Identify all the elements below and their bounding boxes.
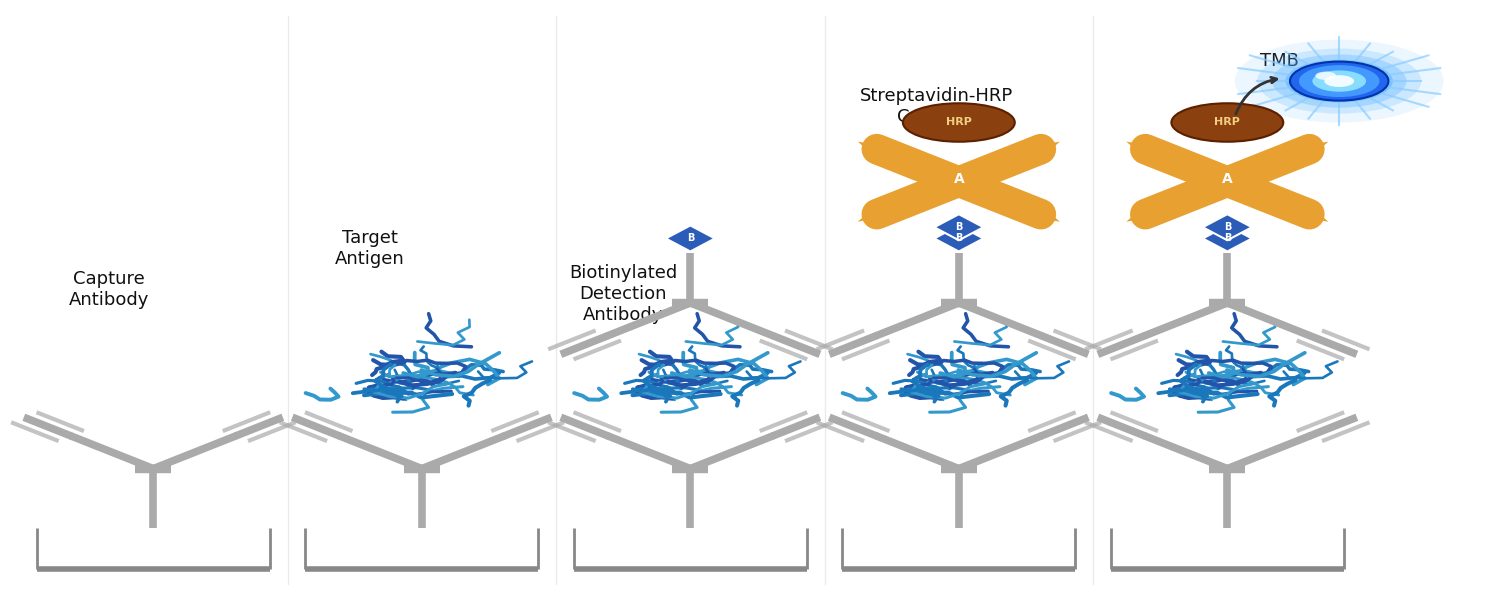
Circle shape (1299, 65, 1380, 97)
Text: A: A (1222, 172, 1233, 186)
Text: B: B (956, 233, 963, 244)
Text: HRP: HRP (946, 118, 972, 127)
Text: Capture
Antibody: Capture Antibody (69, 271, 148, 309)
Polygon shape (1203, 226, 1252, 251)
Text: B: B (687, 233, 694, 244)
Circle shape (1257, 49, 1422, 113)
Polygon shape (666, 226, 716, 251)
Polygon shape (1282, 203, 1329, 222)
Circle shape (1324, 75, 1354, 87)
Polygon shape (934, 214, 984, 240)
Ellipse shape (903, 103, 1016, 142)
Polygon shape (1126, 203, 1172, 222)
Ellipse shape (1172, 103, 1284, 142)
Text: Biotinylated
Detection
Antibody: Biotinylated Detection Antibody (568, 265, 678, 324)
Text: A: A (954, 172, 964, 186)
Text: Streptavidin-HRP
Complex: Streptavidin-HRP Complex (859, 87, 1012, 126)
Circle shape (1290, 62, 1389, 101)
Polygon shape (1014, 203, 1060, 222)
Circle shape (1316, 71, 1336, 80)
Circle shape (1286, 60, 1394, 103)
Text: Target
Antigen: Target Antigen (334, 229, 405, 268)
Text: B: B (956, 222, 963, 232)
Polygon shape (1282, 142, 1329, 160)
Polygon shape (1014, 142, 1060, 160)
Polygon shape (858, 142, 903, 160)
Text: TMB: TMB (1260, 52, 1299, 70)
Text: B: B (1224, 222, 1232, 232)
Circle shape (1272, 55, 1407, 108)
Text: B: B (1224, 233, 1232, 244)
Circle shape (1234, 40, 1443, 122)
Polygon shape (1126, 142, 1172, 160)
Circle shape (1312, 70, 1366, 92)
Text: HRP: HRP (1215, 118, 1240, 127)
Polygon shape (934, 226, 984, 251)
Polygon shape (1203, 214, 1252, 240)
Polygon shape (858, 203, 903, 222)
